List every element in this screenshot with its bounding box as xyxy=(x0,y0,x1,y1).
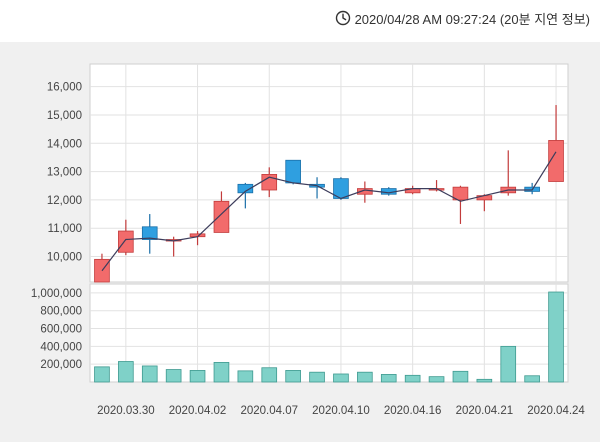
volume-bar xyxy=(452,370,469,383)
volume-bar xyxy=(213,361,230,383)
volume-bar xyxy=(261,367,278,383)
moving-average-line xyxy=(101,151,557,272)
candle-body xyxy=(141,226,158,240)
price-tick-label: 13,000 xyxy=(47,167,82,179)
volume-bar xyxy=(524,375,540,383)
price-tick-label: 12,000 xyxy=(47,195,82,207)
candle-body xyxy=(237,183,254,194)
volume-bar xyxy=(333,373,349,383)
volume-bar xyxy=(118,361,134,383)
price-plot-area xyxy=(89,63,569,283)
price-tick-label: 15,000 xyxy=(47,110,82,122)
volume-tick-label: 400,000 xyxy=(40,341,82,353)
moving-average xyxy=(101,151,557,272)
volume-bar xyxy=(165,369,182,383)
volume-bar xyxy=(357,371,373,383)
clock-icon xyxy=(335,10,350,26)
volume-bar xyxy=(404,374,421,383)
y-axis-labels: 10,000 11,000 12,000 13,000 14,000 15,000 16,0… xyxy=(31,82,82,372)
price-tick-label: 14,000 xyxy=(47,138,82,150)
volume-tick-label: 200,000 xyxy=(40,359,82,371)
price-tick-label: 11,000 xyxy=(48,223,82,235)
x-tick-label: 2020.04.02 xyxy=(169,405,227,417)
price-tick-label: 10,000 xyxy=(47,252,82,264)
x-tick-label: 2020.04.16 xyxy=(384,405,442,417)
price-tick-label: 16,000 xyxy=(47,82,82,94)
volume-bar xyxy=(237,370,254,383)
volume-bar xyxy=(141,365,158,383)
volume-bar xyxy=(428,376,445,383)
x-tick-label: 2020.03.30 xyxy=(97,405,155,417)
candle-body xyxy=(452,186,469,201)
volume-plot-area xyxy=(89,283,569,383)
volume-bar xyxy=(94,366,110,383)
candle-body xyxy=(548,140,564,182)
candle-body xyxy=(118,230,134,253)
volume-bar xyxy=(380,374,397,383)
grid-lines xyxy=(90,64,568,382)
volume-tick-label: 600,000 xyxy=(40,324,82,336)
volume-bar xyxy=(189,370,206,383)
chart-panel: 10,000 11,000 12,000 13,000 14,000 15,000 16,0… xyxy=(0,42,600,442)
candle-body xyxy=(285,159,301,184)
volume-tick-label: 800,000 xyxy=(40,306,82,318)
x-tick-label: 2020.04.07 xyxy=(240,405,298,417)
candle-body xyxy=(94,258,110,283)
candle-body xyxy=(213,200,230,233)
stock-chart: 10,000 11,000 12,000 13,000 14,000 15,000 16,0… xyxy=(31,63,585,417)
volume-bar xyxy=(285,370,301,383)
header: 2020/04/28 AM 09:27:24 (20분 지연 정보) xyxy=(0,0,600,42)
volume-bar xyxy=(548,291,564,383)
x-tick-label: 2020.04.24 xyxy=(527,405,585,417)
x-tick-label: 2020.04.21 xyxy=(456,405,514,417)
x-axis-labels: 2020.03.30 2020.04.02 2020.04.07 2020.04.10… xyxy=(97,405,585,417)
volume-bar xyxy=(309,371,325,383)
volume-bar xyxy=(500,345,517,383)
volume-tick-label: 1,000,000 xyxy=(31,288,82,300)
x-tick-label: 2020.04.10 xyxy=(312,405,370,417)
timestamp-bar: 2020/04/28 AM 09:27:24 (20분 지연 정보) xyxy=(335,8,590,28)
volume-bar xyxy=(476,378,493,383)
volume-bars xyxy=(94,291,564,383)
timestamp-text: 2020/04/28 AM 09:27:24 (20분 지연 정보) xyxy=(354,11,590,27)
